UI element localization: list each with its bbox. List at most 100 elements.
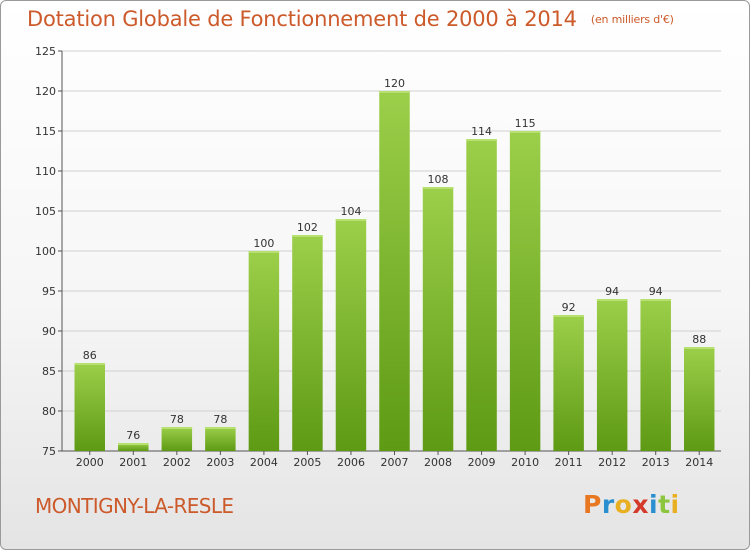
x-tick-label: 2003 [206, 456, 234, 469]
y-tick-label: 85 [42, 365, 56, 378]
bar-2003 [205, 427, 236, 451]
bar-2006 [335, 219, 367, 451]
x-tick-label: 2005 [293, 456, 321, 469]
y-tick-label: 120 [35, 85, 56, 98]
logo-letter: r [601, 490, 615, 519]
x-tick-label: 2009 [468, 456, 496, 469]
title-text: Dotation Globale de Fonctionnement de 20… [27, 7, 577, 31]
bar-highlight [553, 315, 584, 317]
bar-highlight [118, 443, 149, 445]
bar [335, 219, 367, 451]
proxiti-logo: Proxiti [583, 490, 680, 519]
bar [640, 299, 671, 451]
bar-2005 [292, 235, 323, 451]
bar-2007 [379, 91, 410, 451]
data-label: 76 [126, 429, 140, 442]
y-tick-label: 100 [35, 245, 56, 258]
labels: 75 80 85 90 95 100 105 110 115 120 125 2000 86 2001 76… [35, 45, 713, 469]
y-tick-label: 95 [42, 285, 56, 298]
x-tick-label: 2010 [511, 456, 539, 469]
bar-highlight [683, 347, 715, 349]
data-label: 94 [649, 285, 663, 298]
x-tick-label: 2014 [685, 456, 713, 469]
bar [205, 427, 236, 451]
x-tick-label: 2000 [76, 456, 104, 469]
bar [379, 91, 410, 451]
bar-highlight [161, 427, 193, 429]
bar-highlight [422, 187, 454, 189]
bars [74, 91, 715, 451]
logo-letter: x [632, 490, 649, 519]
bar-2002 [161, 427, 193, 451]
data-label: 92 [562, 301, 576, 314]
bar-highlight [335, 219, 367, 221]
data-label: 86 [83, 349, 97, 362]
y-tick-label: 105 [35, 205, 56, 218]
bar-2014 [683, 347, 715, 451]
x-tick-label: 2007 [381, 456, 409, 469]
bar-2001 [118, 443, 149, 451]
data-label: 94 [605, 285, 619, 298]
y-tick-label: 115 [35, 125, 56, 138]
bar-highlight [509, 131, 541, 133]
data-label: 88 [692, 333, 706, 346]
bar [466, 139, 497, 451]
bar-highlight [248, 251, 280, 253]
logo-letter: t [658, 490, 671, 519]
bar-highlight [596, 299, 628, 301]
bar-2000 [74, 363, 106, 451]
bar-2010 [509, 131, 541, 451]
logo-letter: i [670, 490, 680, 519]
data-label: 102 [297, 221, 318, 234]
x-tick-label: 2001 [119, 456, 147, 469]
commune-name: MONTIGNY-LA-RESLE [35, 494, 234, 518]
logo-letter: P [583, 490, 602, 519]
bar-highlight [74, 363, 106, 365]
x-tick-label: 2011 [555, 456, 583, 469]
y-tick-label: 75 [42, 445, 56, 458]
data-label: 100 [253, 237, 274, 250]
bar [118, 443, 149, 451]
y-tick-label: 125 [35, 45, 56, 58]
bar [553, 315, 584, 451]
data-label: 120 [384, 77, 405, 90]
bar-highlight [292, 235, 323, 237]
data-label: 78 [170, 413, 184, 426]
bar [509, 131, 541, 451]
bar-highlight [466, 139, 497, 141]
bar [248, 251, 280, 451]
bar-2013 [640, 299, 671, 451]
data-label: 78 [213, 413, 227, 426]
bar-2011 [553, 315, 584, 451]
bar [74, 363, 106, 451]
logo-letter: i [649, 490, 659, 519]
chart-title: Dotation Globale de Fonctionnement de 20… [27, 7, 674, 31]
bar-highlight [379, 91, 410, 93]
bar-2008 [422, 187, 454, 451]
bar [683, 347, 715, 451]
x-tick-label: 2012 [598, 456, 626, 469]
bar-2012 [596, 299, 628, 451]
bar-2004 [248, 251, 280, 451]
bar [422, 187, 454, 451]
bar-highlight [205, 427, 236, 429]
y-tick-label: 90 [42, 325, 56, 338]
data-label: 114 [471, 125, 492, 138]
bar [292, 235, 323, 451]
data-label: 108 [428, 173, 449, 186]
x-tick-label: 2006 [337, 456, 365, 469]
x-tick-label: 2004 [250, 456, 278, 469]
data-label: 104 [340, 205, 361, 218]
bar-highlight [640, 299, 671, 301]
data-label: 115 [515, 117, 536, 130]
logo-letter: o [614, 490, 633, 519]
y-tick-label: 110 [35, 165, 56, 178]
bar [161, 427, 193, 451]
title-unit: (en milliers d'€) [590, 13, 674, 26]
x-tick-label: 2013 [642, 456, 670, 469]
y-tick-label: 80 [42, 405, 56, 418]
x-tick-label: 2002 [163, 456, 191, 469]
bar [596, 299, 628, 451]
